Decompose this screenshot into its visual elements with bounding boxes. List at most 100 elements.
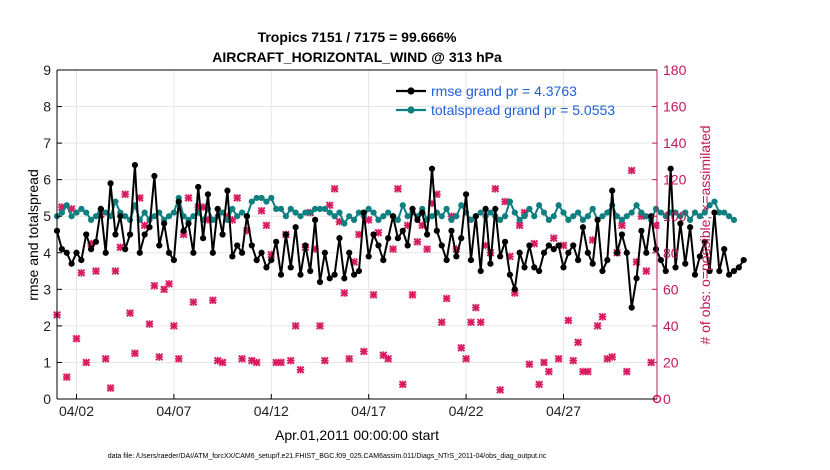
totalspread-point bbox=[716, 209, 723, 216]
rmse-point bbox=[92, 238, 100, 245]
rmse-point bbox=[672, 264, 679, 271]
obs-assimilated-point bbox=[544, 367, 553, 376]
totalspread-point bbox=[477, 209, 484, 216]
rmse-point bbox=[706, 267, 713, 275]
rmse-point bbox=[263, 264, 270, 271]
totalspread-point bbox=[63, 202, 70, 209]
y-tick-label: 2 bbox=[43, 318, 51, 334]
rmse-point bbox=[472, 213, 479, 220]
totalspread-point bbox=[92, 213, 100, 220]
rmse-point bbox=[501, 238, 509, 245]
obs-assimilated-point bbox=[150, 281, 159, 290]
rmse-point bbox=[302, 242, 309, 249]
totalspread-point bbox=[102, 209, 109, 216]
chart-subtitle: AIRCRAFT_HORIZONTAL_WIND @ 313 hPa bbox=[212, 49, 502, 65]
totalspread-point bbox=[122, 213, 129, 220]
totalspread-point bbox=[565, 216, 572, 223]
totalspread-point bbox=[448, 216, 455, 223]
right-y-tick-label: 140 bbox=[663, 135, 687, 151]
obs-assimilated-point bbox=[252, 358, 261, 367]
x-tick-label: 04/02 bbox=[59, 403, 94, 419]
totalspread-point bbox=[453, 213, 460, 220]
obs-assimilated-point bbox=[82, 358, 91, 367]
totalspread-point bbox=[511, 209, 518, 216]
obs-assimilated-point bbox=[437, 318, 446, 327]
rmse-point bbox=[565, 249, 572, 256]
rmse-point bbox=[433, 227, 440, 234]
obs-assimilated-point bbox=[389, 245, 397, 254]
legend-spread-label: totalspread grand pr = 5.0553 bbox=[431, 102, 615, 118]
rmse-point bbox=[511, 286, 518, 293]
rmse-point bbox=[156, 242, 163, 249]
totalspread-point bbox=[326, 209, 333, 216]
rmse-point bbox=[253, 256, 260, 264]
rmse-point bbox=[282, 231, 289, 238]
rmse-point bbox=[643, 249, 650, 256]
legend-rmse-label: rmse grand pr = 4.3763 bbox=[431, 83, 577, 99]
rmse-point bbox=[224, 187, 231, 194]
rmse-point bbox=[599, 267, 606, 275]
totalspread-point bbox=[550, 213, 557, 220]
totalspread-point bbox=[540, 209, 548, 216]
rmse-point bbox=[711, 209, 718, 216]
totalspread-point bbox=[687, 216, 694, 223]
rmse-point bbox=[341, 275, 348, 282]
rmse-point bbox=[482, 205, 489, 213]
obs-assimilated-point bbox=[316, 321, 324, 330]
right-y-tick-label: 60 bbox=[663, 281, 679, 297]
rmse-point bbox=[424, 231, 431, 238]
obs-assimilated-point bbox=[394, 184, 402, 193]
y-tick-label: 6 bbox=[43, 172, 51, 188]
x-tick-label: 04/22 bbox=[449, 403, 484, 419]
obs-assimilated-point bbox=[554, 354, 563, 363]
rmse-point bbox=[550, 246, 557, 253]
rmse-point bbox=[190, 249, 197, 256]
right-y-tick-label: 100 bbox=[663, 208, 687, 224]
totalspread-point bbox=[428, 213, 436, 220]
obs-assimilated-point bbox=[549, 234, 558, 243]
totalspread-point bbox=[170, 209, 177, 216]
totalspread-point bbox=[438, 213, 445, 220]
obs-assimilated-point bbox=[423, 245, 432, 254]
obs-assimilated-point bbox=[540, 358, 548, 367]
totalspread-point bbox=[112, 198, 119, 205]
rmse-point bbox=[399, 227, 406, 234]
rmse-point bbox=[575, 256, 582, 264]
rmse-point bbox=[297, 271, 304, 278]
obs-assimilated-point bbox=[642, 267, 651, 275]
rmse-point bbox=[307, 267, 314, 275]
rmse-point bbox=[467, 256, 475, 264]
totalspread-point bbox=[141, 209, 148, 216]
rmse-series-layer bbox=[53, 161, 747, 311]
rmse-point bbox=[126, 231, 134, 238]
y-tick-label: 5 bbox=[43, 208, 51, 224]
rmse-point bbox=[497, 253, 504, 260]
totalspread-point bbox=[628, 209, 635, 216]
rmse-point bbox=[560, 264, 567, 271]
totalspread-point bbox=[560, 209, 567, 216]
totalspread-point bbox=[657, 209, 664, 216]
x-tick-label: 04/07 bbox=[156, 403, 191, 419]
rmse-point bbox=[691, 271, 699, 278]
rmse-point bbox=[409, 205, 416, 213]
totalspread-point bbox=[375, 216, 382, 223]
rmse-point bbox=[584, 249, 591, 256]
rmse-point bbox=[735, 264, 742, 271]
obs-assimilated-point bbox=[121, 190, 130, 199]
totalspread-point bbox=[404, 213, 411, 220]
rmse-point bbox=[394, 235, 402, 242]
obs-assimilated-point bbox=[126, 309, 134, 318]
rmse-point bbox=[243, 213, 251, 220]
totalspread-point bbox=[706, 202, 713, 209]
rmse-point bbox=[628, 304, 635, 311]
obs-assimilated-point bbox=[564, 316, 573, 325]
x-tick-label: 04/12 bbox=[254, 403, 289, 419]
obs-assimilated-point bbox=[325, 201, 334, 210]
rmse-point bbox=[696, 253, 703, 260]
obs-assimilated-point bbox=[320, 356, 329, 365]
rmse-point bbox=[389, 213, 397, 220]
rmse-point bbox=[312, 216, 319, 223]
rmse-point bbox=[316, 278, 324, 286]
totalspread-point bbox=[346, 213, 353, 220]
obs-assimilated-point bbox=[457, 343, 466, 352]
